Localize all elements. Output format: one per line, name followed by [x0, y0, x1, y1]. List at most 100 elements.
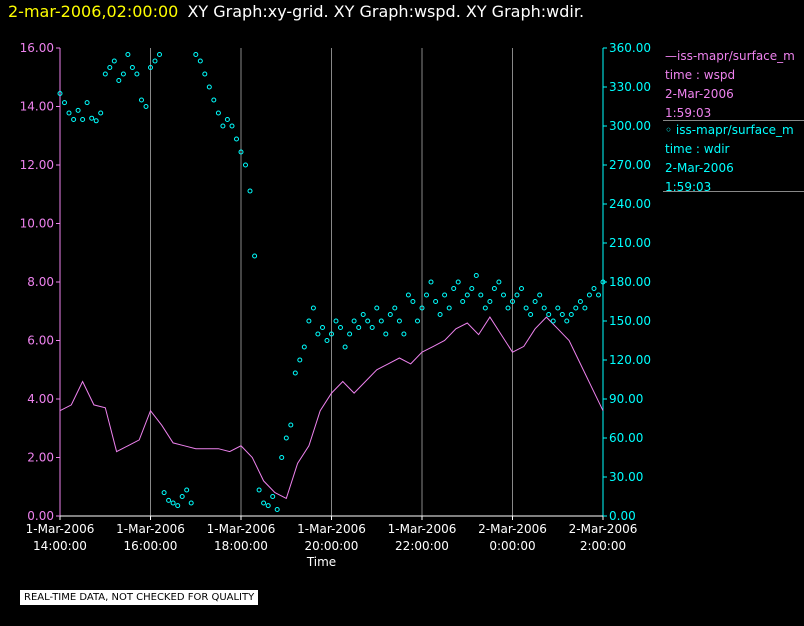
legend-divider — [663, 120, 804, 121]
wdir-point — [433, 299, 439, 304]
wdir-point — [392, 305, 398, 311]
wdir-point — [428, 279, 434, 285]
wdir-point — [310, 305, 316, 311]
wdir-point — [80, 117, 86, 122]
wdir-point — [170, 500, 176, 506]
wdir-point — [329, 331, 334, 337]
legend-wspd-date: 2-Mar-2006 — [665, 87, 734, 101]
y-left-tick-label: 10.00 — [20, 217, 54, 231]
wdir-point — [283, 435, 289, 441]
wdir-point — [424, 292, 429, 298]
wdir-point — [338, 325, 343, 330]
wdir-point — [487, 299, 493, 304]
wdir-point — [473, 273, 479, 278]
y-left-tick-label: 6.00 — [27, 334, 54, 348]
legend-divider — [663, 191, 804, 192]
wdir-point — [116, 78, 122, 83]
y-right-tick-label: 150.00 — [609, 314, 651, 328]
wdir-point — [134, 71, 140, 77]
wdir-point — [197, 58, 203, 64]
wdir-point — [125, 52, 131, 57]
wdir-point — [586, 292, 592, 298]
wdir-point — [202, 71, 208, 77]
wdir-point — [505, 305, 511, 311]
wdir-point — [442, 292, 448, 298]
wspd-line — [59, 316, 604, 500]
wdir-point — [387, 312, 393, 317]
title-text: XY Graph:xy-grid. XY Graph:wspd. XY Grap… — [187, 2, 585, 21]
wdir-point — [342, 344, 348, 350]
legend-wdir-time: 1:59:03 — [665, 180, 712, 194]
wdir-point — [482, 305, 488, 311]
wdir-point — [62, 100, 67, 106]
wdir-point — [324, 338, 330, 343]
wdir-point — [193, 52, 199, 57]
wdir-point — [166, 497, 172, 503]
wdir-point — [139, 97, 144, 103]
wdir-point — [455, 279, 461, 285]
wdir-point — [71, 117, 77, 122]
legend-wspd-time: 1:59:03 — [665, 106, 712, 120]
wdir-point — [410, 299, 416, 304]
wdir-point — [238, 149, 244, 155]
wdir-point — [383, 331, 389, 337]
wdir-point — [478, 292, 484, 298]
x-tick-label-time: 2:00:00 — [580, 539, 626, 553]
y-right-tick-label: 90.00 — [609, 392, 643, 406]
y-right-tick-label: 0.00 — [609, 509, 636, 523]
y-right-tick-label: 360.00 — [609, 41, 651, 55]
wdir-point — [460, 299, 466, 304]
wdir-point — [57, 91, 63, 96]
wdir-point — [496, 279, 502, 285]
x-tick-label-date: 2-Mar-2006 — [478, 522, 547, 536]
axes — [56, 47, 607, 520]
wdir-point — [464, 292, 470, 298]
wdir-point — [564, 318, 570, 324]
wdir-point — [243, 162, 248, 168]
legend-wspd: —iss-mapr/surface_m time : wspd 2-Mar-20… — [665, 47, 804, 123]
wdir-point — [491, 286, 497, 291]
wdir-point — [537, 292, 543, 298]
y-right-tick-label: 270.00 — [609, 158, 651, 172]
x-tick-label-date: 1-Mar-2006 — [297, 522, 366, 536]
wdir-point — [274, 507, 280, 512]
y-right-tick-label: 210.00 — [609, 236, 651, 250]
wdir-point — [568, 312, 574, 317]
wdir-point — [415, 318, 420, 324]
wdir-point — [396, 318, 402, 324]
wdir-point — [596, 292, 601, 298]
wdir-point — [519, 286, 524, 291]
wdir-point — [306, 318, 312, 324]
wdir-point — [261, 500, 267, 506]
wdir-point — [89, 115, 95, 121]
wdir-point — [220, 123, 226, 129]
wdir-point — [247, 188, 253, 194]
wdir-point — [120, 71, 126, 77]
wdir-point — [550, 318, 556, 324]
wdir-point — [161, 490, 167, 496]
wdir-point — [234, 136, 239, 142]
wdir-point — [288, 422, 294, 428]
x-tick-label-time: 0:00:00 — [489, 539, 535, 553]
wdir-point — [333, 318, 339, 324]
wdir-point — [215, 110, 221, 116]
y-right-tick-label: 330.00 — [609, 80, 651, 94]
x-tick-label-date: 2-Mar-2006 — [569, 522, 638, 536]
wdir-point — [179, 494, 185, 499]
y-left-tick-label: 4.00 — [27, 392, 54, 406]
wdir-point — [320, 325, 325, 330]
x-tick-label-time: 14:00:00 — [33, 539, 87, 553]
wdir-point — [437, 312, 443, 317]
wdir-point — [510, 299, 515, 304]
wdir-point — [84, 100, 90, 106]
axis-labels: 1-Mar-2006 14:00:00 1-Mar-2006 16:00:00 1-Ma… — [20, 41, 651, 569]
wdir-point — [256, 487, 262, 493]
wdir-point — [469, 286, 475, 291]
y-left-tick-label: 16.00 — [20, 41, 54, 55]
wdir-point — [405, 292, 411, 298]
wdir-point — [369, 325, 375, 330]
wdir-point — [270, 494, 276, 499]
x-tick-label-date: 1-Mar-2006 — [388, 522, 457, 536]
wdir-point — [148, 65, 153, 70]
wdir-point — [347, 331, 353, 337]
